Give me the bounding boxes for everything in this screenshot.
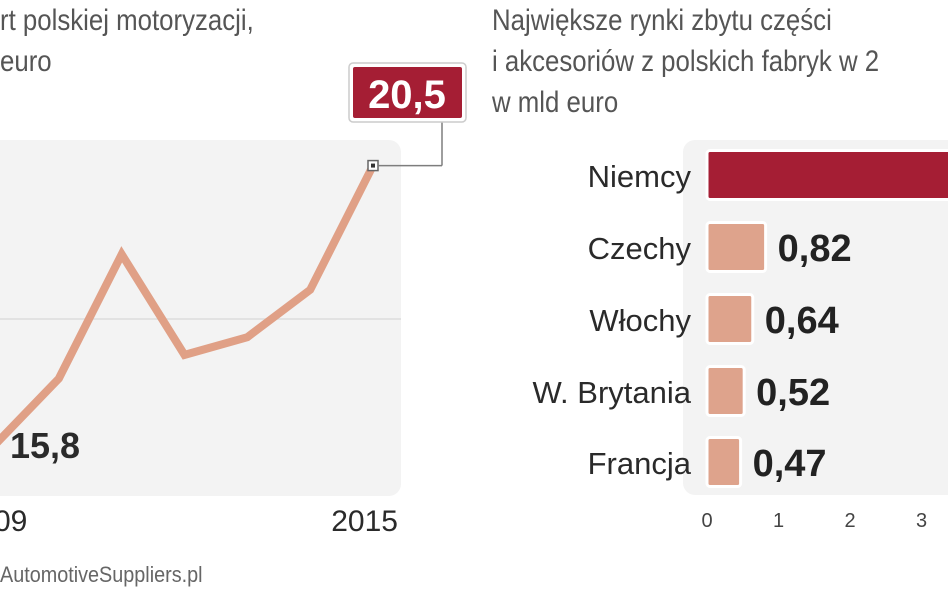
- category-label: W. Brytania: [533, 375, 692, 410]
- line-chart: 20,5 15,8 09 2015: [0, 62, 467, 538]
- bar-w-brytania: [705, 365, 746, 417]
- data-label-2009: 15,8: [10, 425, 80, 466]
- bar-francja: [705, 436, 743, 488]
- value-label: 0,52: [756, 372, 830, 414]
- right-chart-title-line-1: Największe rynki zbytu części: [492, 4, 832, 37]
- highlight-callout: 20,5: [348, 62, 467, 123]
- x-tick-label-2015: 2015: [331, 505, 398, 538]
- source-label: AutomotiveSuppliers.pl: [0, 562, 203, 587]
- x-tick-label: 3: [916, 510, 927, 532]
- bar-czechy: [705, 221, 768, 273]
- bar-niemcy: [705, 149, 948, 201]
- category-label: Francja: [588, 446, 692, 481]
- bar-chart: Niemcy Czechy 0,82 Włochy 0,64 W. Brytania 0,5…: [533, 140, 948, 532]
- left-chart-title-line-2: euro: [0, 45, 52, 78]
- data-point-marker: [371, 163, 375, 168]
- data-label-2015: 20,5: [368, 73, 446, 117]
- line-chart-panel: [0, 140, 401, 496]
- bar-w-ochy: [705, 293, 755, 345]
- right-chart-title-line-3: w mld euro: [492, 86, 619, 119]
- value-label: 0,82: [778, 228, 852, 270]
- x-tick-label: 0: [701, 510, 712, 532]
- category-label: Niemcy: [588, 159, 692, 194]
- x-tick-label: 2: [844, 510, 855, 532]
- right-chart-title-line-2: i akcesoriów z polskich fabryk w 2: [492, 45, 880, 78]
- x-tick-label-2009: 09: [0, 505, 27, 538]
- value-label: 0,64: [765, 300, 839, 342]
- category-label: Czechy: [588, 231, 692, 266]
- series-line: [0, 163, 377, 446]
- highlight-callout-fill: [353, 67, 462, 118]
- category-label: Włochy: [589, 303, 691, 338]
- value-label: 0,47: [753, 443, 827, 485]
- x-tick-label: 1: [773, 510, 784, 532]
- left-chart-title-line-1: rt polskiej motoryzacji,: [0, 4, 254, 37]
